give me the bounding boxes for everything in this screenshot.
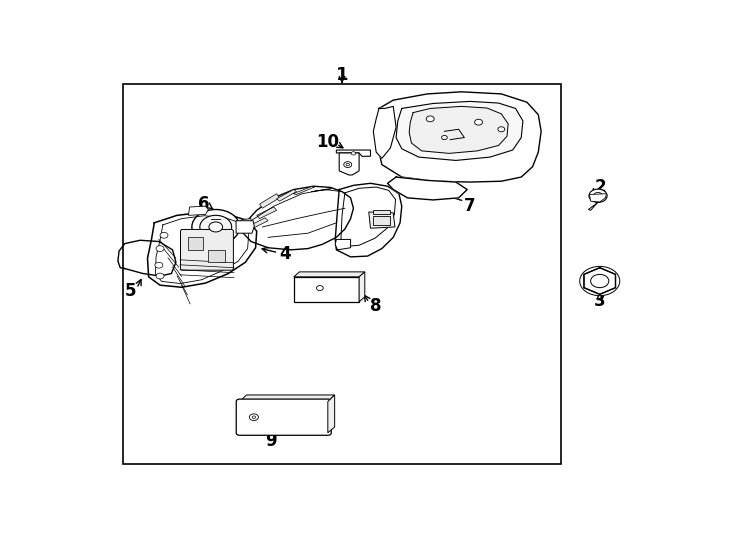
Bar <box>123 84 561 464</box>
Bar <box>189 238 203 250</box>
Circle shape <box>156 273 164 279</box>
Circle shape <box>594 192 603 199</box>
Circle shape <box>155 262 163 268</box>
Text: 2: 2 <box>595 178 607 197</box>
Circle shape <box>580 266 619 296</box>
Polygon shape <box>379 92 541 182</box>
Polygon shape <box>359 272 365 302</box>
Polygon shape <box>374 106 396 158</box>
Polygon shape <box>335 239 351 250</box>
Polygon shape <box>189 206 208 215</box>
Circle shape <box>475 119 482 125</box>
Polygon shape <box>584 268 616 294</box>
Bar <box>208 250 225 262</box>
FancyBboxPatch shape <box>181 230 233 270</box>
Polygon shape <box>328 395 335 433</box>
Polygon shape <box>251 218 268 228</box>
Polygon shape <box>236 221 254 233</box>
Text: 8: 8 <box>371 297 382 315</box>
Circle shape <box>351 152 356 155</box>
Polygon shape <box>336 150 371 156</box>
Circle shape <box>160 232 168 238</box>
Circle shape <box>589 189 607 202</box>
Circle shape <box>346 163 349 166</box>
Polygon shape <box>257 207 277 219</box>
Text: 6: 6 <box>198 195 210 213</box>
Circle shape <box>156 246 164 252</box>
Polygon shape <box>242 186 354 250</box>
Circle shape <box>498 127 505 132</box>
Polygon shape <box>294 277 359 302</box>
Polygon shape <box>368 212 395 228</box>
Polygon shape <box>311 188 332 192</box>
Polygon shape <box>388 177 468 200</box>
Circle shape <box>316 286 323 291</box>
Circle shape <box>192 210 239 245</box>
Circle shape <box>344 161 352 167</box>
Polygon shape <box>148 212 257 287</box>
Bar <box>373 216 390 225</box>
Circle shape <box>200 215 232 239</box>
Circle shape <box>209 222 222 232</box>
Text: 4: 4 <box>280 245 291 263</box>
Circle shape <box>252 416 255 418</box>
Polygon shape <box>239 395 335 402</box>
Polygon shape <box>589 194 606 202</box>
Circle shape <box>250 414 258 421</box>
FancyBboxPatch shape <box>236 399 331 435</box>
Polygon shape <box>118 240 176 276</box>
Polygon shape <box>409 106 508 153</box>
Text: 10: 10 <box>316 133 339 151</box>
Polygon shape <box>589 202 598 210</box>
Polygon shape <box>396 102 523 160</box>
Circle shape <box>426 116 435 122</box>
Polygon shape <box>294 272 365 277</box>
Bar <box>373 210 390 214</box>
Text: 9: 9 <box>265 432 277 450</box>
Text: 5: 5 <box>125 282 137 300</box>
Polygon shape <box>293 187 315 194</box>
Polygon shape <box>260 194 280 208</box>
Polygon shape <box>335 183 401 257</box>
Polygon shape <box>277 190 297 201</box>
Circle shape <box>591 274 608 288</box>
Polygon shape <box>339 153 359 175</box>
Text: 7: 7 <box>464 197 476 215</box>
Text: 1: 1 <box>335 66 349 84</box>
Circle shape <box>442 136 447 140</box>
Text: 3: 3 <box>594 292 606 310</box>
Polygon shape <box>239 219 251 226</box>
